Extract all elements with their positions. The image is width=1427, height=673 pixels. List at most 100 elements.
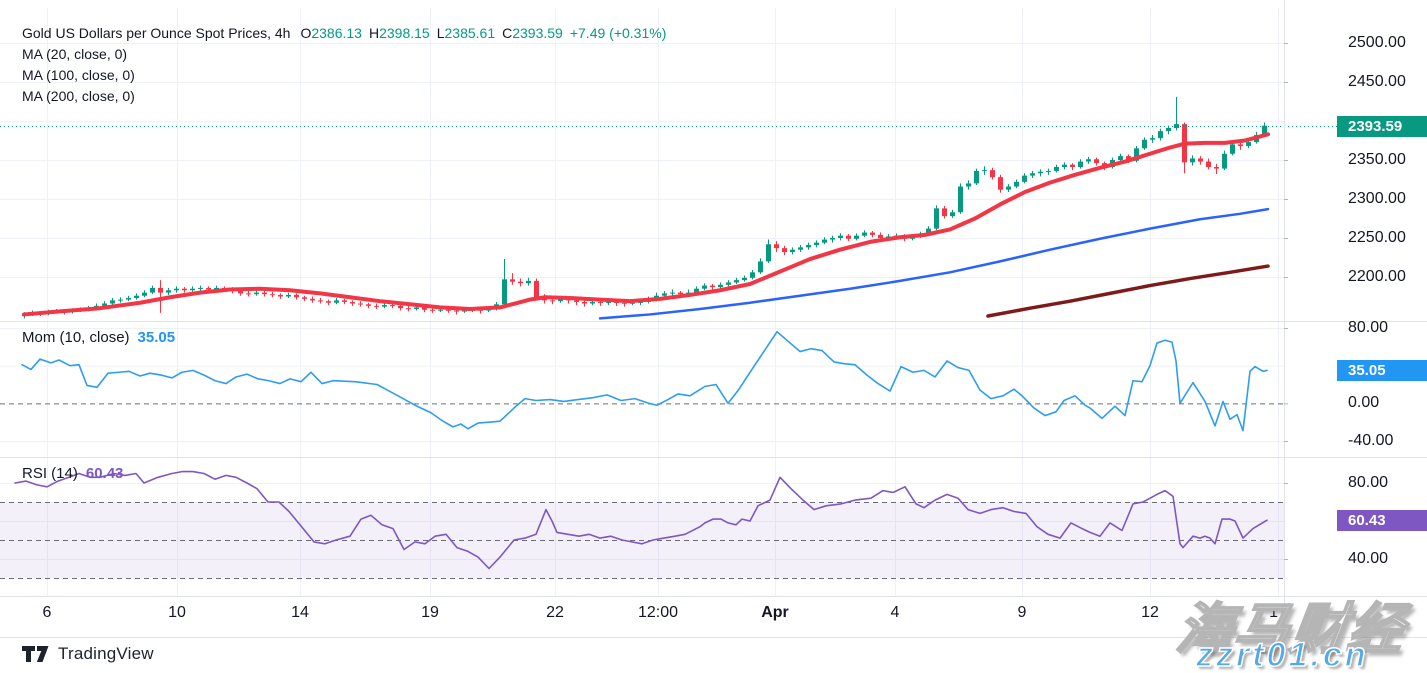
candle-body [1006,186,1011,190]
rsi-legend-row[interactable]: RSI (14) 60.43 [22,465,123,482]
candle-body [846,235,851,239]
price-axis-label: 2500.00 [1348,34,1406,51]
rsi-line [14,470,1268,570]
price-axis-label: 2300.00 [1348,190,1406,207]
candle-body [534,280,539,298]
candle-body [198,287,203,289]
candle-body [174,288,179,291]
candle-body [510,279,515,282]
candle-body [166,290,171,293]
candle-body [870,232,875,235]
candle-body [574,300,579,302]
candle-body [766,244,771,262]
momentum-badge: 35.05 [1337,360,1427,382]
low-value: 2385.61 [444,25,496,41]
symbol-title: Gold US Dollars per Ounce Spot Prices, 4… [22,25,291,41]
momentum-axis-label: 80.00 [1348,319,1389,336]
candle-body [278,294,283,297]
candle-body [214,287,219,290]
candle-body [1166,128,1171,132]
candle-body [758,261,763,273]
candle-body [774,244,779,249]
time-axis-label: 14 [291,604,309,621]
candle-body [854,235,859,239]
candle-body [318,300,323,302]
candle-body [798,247,803,250]
momentum-legend-row[interactable]: Mom (10, close) 35.05 [22,329,175,346]
candle-body [990,170,995,178]
momentum-axis-label: -40.00 [1348,432,1394,449]
candle-body [862,232,867,236]
candle-body [414,307,419,309]
candle-body [550,300,555,302]
price-axis-label: 2350.00 [1348,151,1406,168]
candle-body [302,297,307,299]
tradingview-logo[interactable]: TradingView [22,641,154,667]
momentum-line [21,330,1268,432]
candle-body [1078,161,1083,168]
candle-body [342,300,347,302]
symbol-legend-row[interactable]: Gold US Dollars per Ounce Spot Prices, 4… [22,25,666,41]
candle-body [206,287,211,290]
candle-body [1198,158,1203,162]
candle-body [158,287,163,293]
candle-body [246,293,251,295]
time-axis-label: 10 [168,604,186,621]
candle-body [390,305,395,307]
candle-body [734,280,739,283]
candle-body [1070,164,1075,168]
open-value: 2386.13 [311,25,362,41]
candle-body [334,300,339,303]
candle-body [150,287,155,293]
candle-body [982,170,987,172]
candle-body [286,294,291,297]
candle-body [630,302,635,304]
candle-body [270,294,275,296]
candle-body [1190,158,1195,163]
candle-body [838,235,843,238]
candle-body [1230,144,1235,154]
close-value: 2393.59 [512,25,563,41]
candle-body [1118,156,1123,160]
candle-body [294,294,299,298]
candle-body [974,170,979,184]
candle-body [694,288,699,293]
candle-body [430,309,435,311]
candle-body [310,298,315,301]
candle-body [582,301,587,304]
candle-body [398,305,403,309]
candle-body [726,282,731,285]
change-value: +7.49 (+0.31%) [569,25,667,41]
tradingview-logo-text: TradingView [58,644,154,663]
rsi-axis-label: 40.00 [1348,550,1389,567]
candle-body [1262,125,1267,136]
candle-body [182,288,187,291]
ma20-legend-row[interactable]: MA (20, close, 0) [22,46,128,62]
candle-body [718,284,723,288]
candle-body [326,301,331,303]
candle-body [1038,171,1043,174]
open-label: O [300,25,312,41]
momentum-label: Mom (10, close) [22,329,130,346]
low-label: L [436,25,445,41]
candle-body [1054,167,1059,171]
rsi-value: 60.43 [85,465,124,482]
candle-body [806,245,811,248]
candle-body [1222,153,1227,169]
ohlc-values: O2386.13 H2398.15 L2385.61 C2393.59 +7.49 (+… [300,25,666,41]
ma100-legend-row[interactable]: MA (100, close, 0) [22,67,135,83]
tradingview-logo-icon [22,645,49,662]
candle-body [1062,164,1067,168]
candle-body [406,308,411,310]
rsi-label: RSI (14) [22,465,78,482]
candle-body [1206,161,1211,168]
candle-body [358,303,363,305]
candle-body [950,212,955,217]
ma200-legend-row[interactable]: MA (200, close, 0) [22,88,135,104]
candle-body [670,292,675,294]
candle-body [238,291,243,294]
candle-body [374,305,379,307]
candle-body [382,305,387,307]
